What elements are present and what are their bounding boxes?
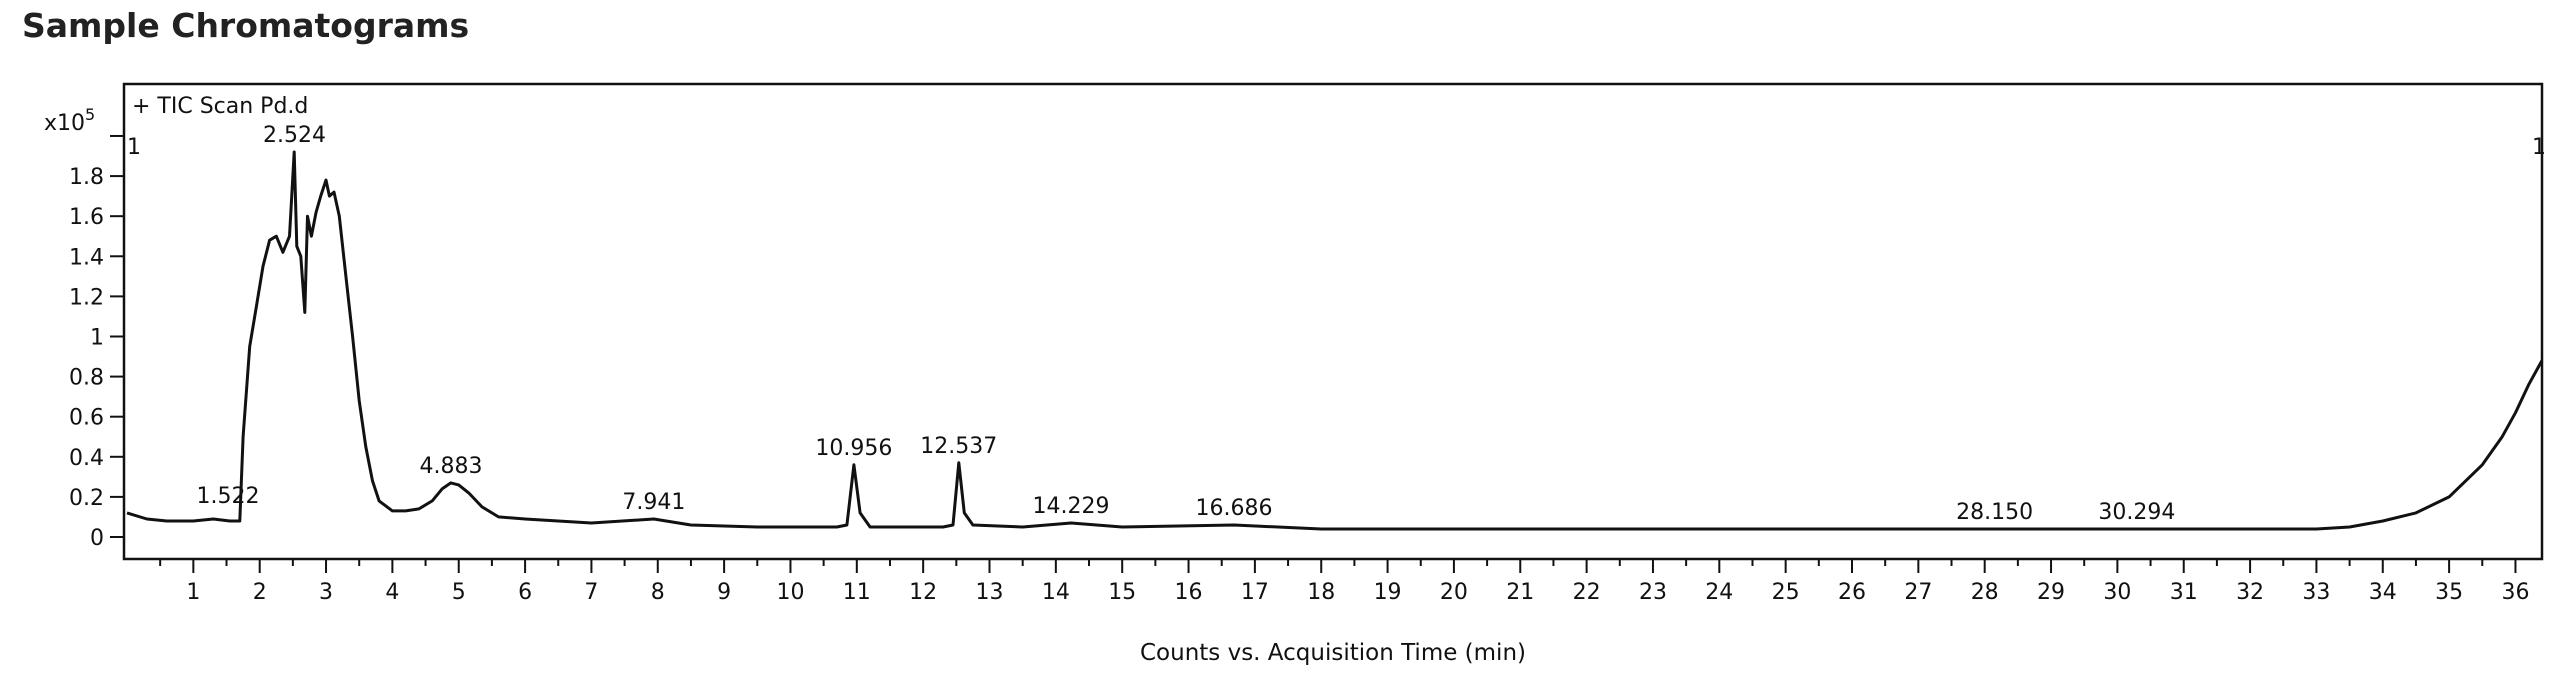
y-tick-label: 1 [90,325,104,350]
x-tick-label: 16 [1175,580,1203,605]
y-tick-label: 1.6 [69,205,104,230]
x-tick-label: 9 [717,580,731,605]
x-tick-label: 25 [1772,580,1800,605]
peak-label: 2.524 [263,123,326,148]
x-tick-label: 3 [319,580,333,605]
x-tick-label: 21 [1506,580,1534,605]
peak-label: 14.229 [1033,494,1110,519]
x-tick-label: 10 [776,580,804,605]
plot-frame [122,82,2544,561]
x-tick-label: 6 [518,580,532,605]
x-tick-label: 11 [843,580,871,605]
y-tick-label: 1.4 [69,245,104,270]
y-tick-label: 0.6 [69,406,104,431]
y-tick-label: 0.4 [69,446,104,471]
x-tick-label: 34 [2369,580,2397,605]
x-tick-label: 1 [186,580,200,605]
x-tick-label: 33 [2302,580,2330,605]
x-tick-label: 32 [2236,580,2264,605]
peak-label: 7.941 [622,490,685,515]
peak-labels: 1.522 2.524 4.883 7.941 10.956 12.537 14.229 16… [196,123,2175,525]
peak-label: 4.883 [419,454,482,479]
x-tick-label: 4 [385,580,399,605]
series-label: + TIC Scan Pd.d [132,94,308,119]
x-tick-label: 5 [452,580,466,605]
x-tick-label: 15 [1108,580,1136,605]
x-tick-label: 36 [2501,580,2529,605]
x-tick-label: 35 [2435,580,2463,605]
x-tick-label: 13 [976,580,1004,605]
peak-label: 30.294 [2098,500,2175,525]
y-tick-label: 1.8 [69,165,104,190]
y-tick-label: 0 [90,526,104,551]
peak-label: 1.522 [196,484,259,509]
x-tick-label: 22 [1573,580,1601,605]
x-tick-label: 14 [1042,580,1070,605]
x-tick-label: 19 [1374,580,1402,605]
x-tick-label: 2 [253,580,267,605]
x-tick-label: 29 [2037,580,2065,605]
x-tick-label: 7 [584,580,598,605]
x-tick-label: 8 [651,580,665,605]
x-axis-label: Counts vs. Acquisition Time (min) [1140,640,1526,666]
peak-label: 16.686 [1196,496,1273,521]
left-edge-mark: 1 [127,135,141,160]
x-tick-label: 12 [909,580,937,605]
x-axis-ticks: 1 2 3 4 5 6 7 8 9 10 11 12 13 14 15 16 17 18 19 20 21 22 23 24 2… [159,559,2529,605]
x-tick-label: 26 [1838,580,1866,605]
y-tick-label: 1.2 [69,285,104,310]
x-tick-label: 27 [1904,580,1932,605]
peak-label: 12.537 [920,434,997,459]
x-tick-label: 30 [2103,580,2131,605]
page-title: Sample Chromatograms [22,6,470,45]
peak-label: 28.150 [1956,500,2033,525]
peak-label: 10.956 [815,436,892,461]
x-tick-label: 17 [1241,580,1269,605]
y-tick-label: 0.2 [69,486,104,511]
x-tick-label: 28 [1971,580,1999,605]
x-tick-label: 18 [1307,580,1335,605]
right-edge-mark: 1 [2532,135,2546,160]
x-tick-label: 31 [2170,580,2198,605]
x-tick-label: 23 [1639,580,1667,605]
tic-trace-line [126,150,2544,531]
x-tick-label: 24 [1705,580,1733,605]
x-tick-label: 20 [1440,580,1468,605]
y-tick-label: 0.8 [69,366,104,391]
y-multiplier: x105 [44,105,95,136]
y-axis-ticks: 0 0.2 0.4 0.6 0.8 1 1.2 1.4 1.6 1.8 [69,134,124,551]
